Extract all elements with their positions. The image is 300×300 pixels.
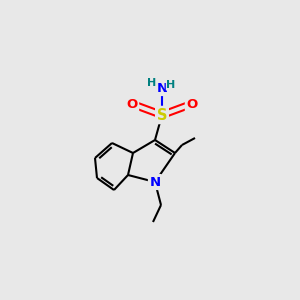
Text: S: S xyxy=(157,107,167,122)
Text: N: N xyxy=(149,176,161,188)
Text: H: H xyxy=(167,80,176,90)
Text: O: O xyxy=(126,98,138,112)
Text: N: N xyxy=(156,82,168,94)
Text: O: O xyxy=(186,98,198,112)
Text: H: H xyxy=(147,78,157,88)
